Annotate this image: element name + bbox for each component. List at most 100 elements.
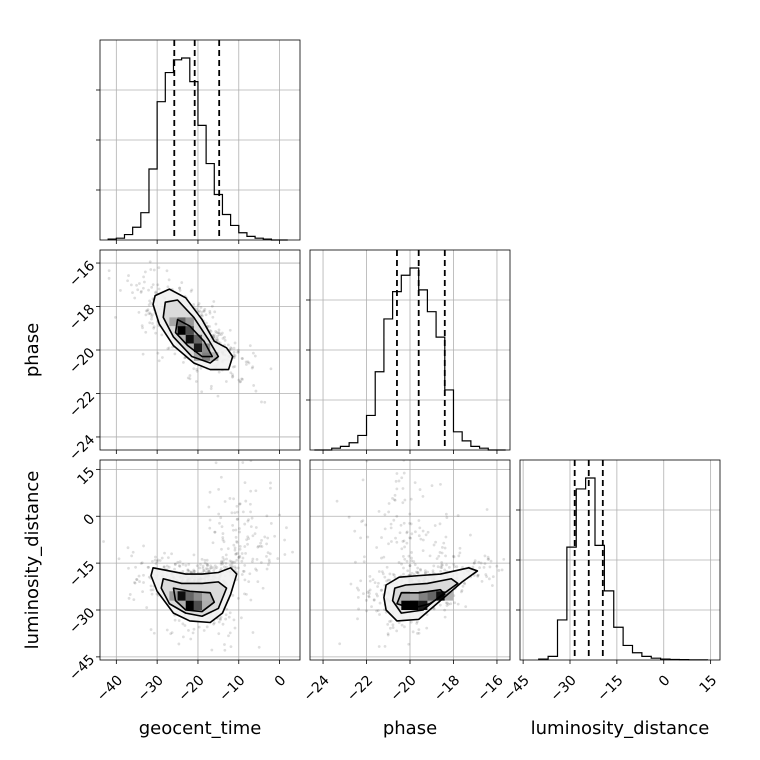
sample-point [213, 310, 217, 314]
sample-point [236, 350, 240, 354]
sample-point [117, 557, 121, 561]
sample-point [402, 566, 405, 570]
sample-point [218, 617, 222, 621]
sample-point [497, 569, 501, 572]
density-cell [185, 326, 194, 335]
sample-point [203, 561, 207, 565]
sample-point [211, 566, 215, 569]
sample-point [217, 488, 221, 491]
y-tick-label: −22 [66, 388, 98, 420]
sample-point [128, 593, 132, 596]
sample-point [199, 366, 203, 370]
sample-point [258, 544, 262, 548]
sample-point [440, 563, 443, 567]
sample-point [197, 302, 201, 305]
sample-point [222, 565, 226, 569]
density-cell [177, 326, 186, 335]
sample-point [479, 561, 483, 565]
sample-point [220, 559, 224, 563]
sample-point [198, 566, 202, 570]
sample-point [445, 516, 449, 520]
sample-point [486, 557, 490, 561]
sample-point [178, 288, 182, 292]
sample-point [210, 304, 214, 308]
sample-point [151, 559, 154, 563]
sample-point [150, 285, 154, 289]
sample-point [150, 317, 153, 321]
sample-point [177, 564, 181, 568]
sample-point [379, 588, 383, 592]
sample-point [395, 472, 399, 475]
sample-point [228, 631, 232, 635]
sample-point [221, 538, 225, 542]
sample-point [378, 601, 382, 605]
sample-point [219, 562, 223, 566]
sample-point [233, 565, 237, 569]
sample-point [476, 573, 480, 577]
sample-point [221, 536, 225, 539]
contour-line [383, 567, 479, 622]
sample-point [401, 540, 405, 543]
sample-point [291, 550, 294, 554]
sample-point [251, 631, 255, 634]
sample-point [201, 314, 204, 318]
sample-point [206, 324, 210, 328]
sample-point [216, 338, 220, 342]
sample-point [382, 555, 386, 559]
sample-point [141, 352, 145, 356]
sample-point [402, 471, 406, 475]
sample-point [250, 516, 254, 520]
sample-point [361, 478, 365, 482]
sample-point [408, 564, 412, 567]
sample-point [232, 356, 236, 359]
sample-point [165, 564, 169, 568]
sample-point [452, 562, 456, 566]
sample-point [236, 348, 240, 352]
sample-point [193, 570, 197, 573]
sample-point [415, 571, 419, 575]
ylabel-luminosity-distance: luminosity_distance [22, 471, 43, 650]
sample-point [234, 535, 238, 539]
sample-point [132, 598, 136, 602]
sample-point [237, 556, 240, 559]
sample-point [242, 570, 246, 573]
sample-point [213, 564, 217, 568]
density-cell [193, 352, 203, 361]
sample-point [229, 645, 233, 649]
sample-point [249, 460, 253, 463]
sample-point [232, 346, 236, 350]
sample-point [418, 488, 422, 491]
sample-point [357, 607, 360, 611]
sample-point [240, 616, 243, 620]
sample-point [375, 592, 378, 596]
sample-point [253, 354, 257, 358]
sample-point [368, 575, 372, 578]
sample-point [213, 566, 217, 570]
sample-point [237, 378, 241, 382]
sample-point [394, 536, 397, 540]
sample-point [408, 512, 412, 516]
sample-point [235, 510, 239, 514]
sample-point [377, 581, 380, 585]
sample-point [254, 489, 258, 493]
sample-point [213, 530, 217, 534]
sample-point [157, 359, 161, 363]
sample-point [233, 548, 237, 552]
sample-point [451, 554, 455, 558]
sample-point [483, 554, 487, 558]
sample-point [141, 326, 144, 330]
sample-point [269, 481, 272, 485]
sample-point [224, 617, 228, 621]
sample-point [386, 632, 390, 636]
sample-point [437, 554, 441, 558]
x-tick-label: 0 [272, 672, 290, 690]
sample-point [188, 377, 192, 381]
sample-point [208, 309, 212, 313]
sample-point [177, 619, 181, 622]
sample-point [269, 522, 273, 525]
sample-point [463, 582, 467, 586]
sample-point [355, 586, 359, 590]
sample-point [387, 510, 391, 514]
sample-point [192, 568, 196, 572]
sample-point [431, 571, 435, 575]
